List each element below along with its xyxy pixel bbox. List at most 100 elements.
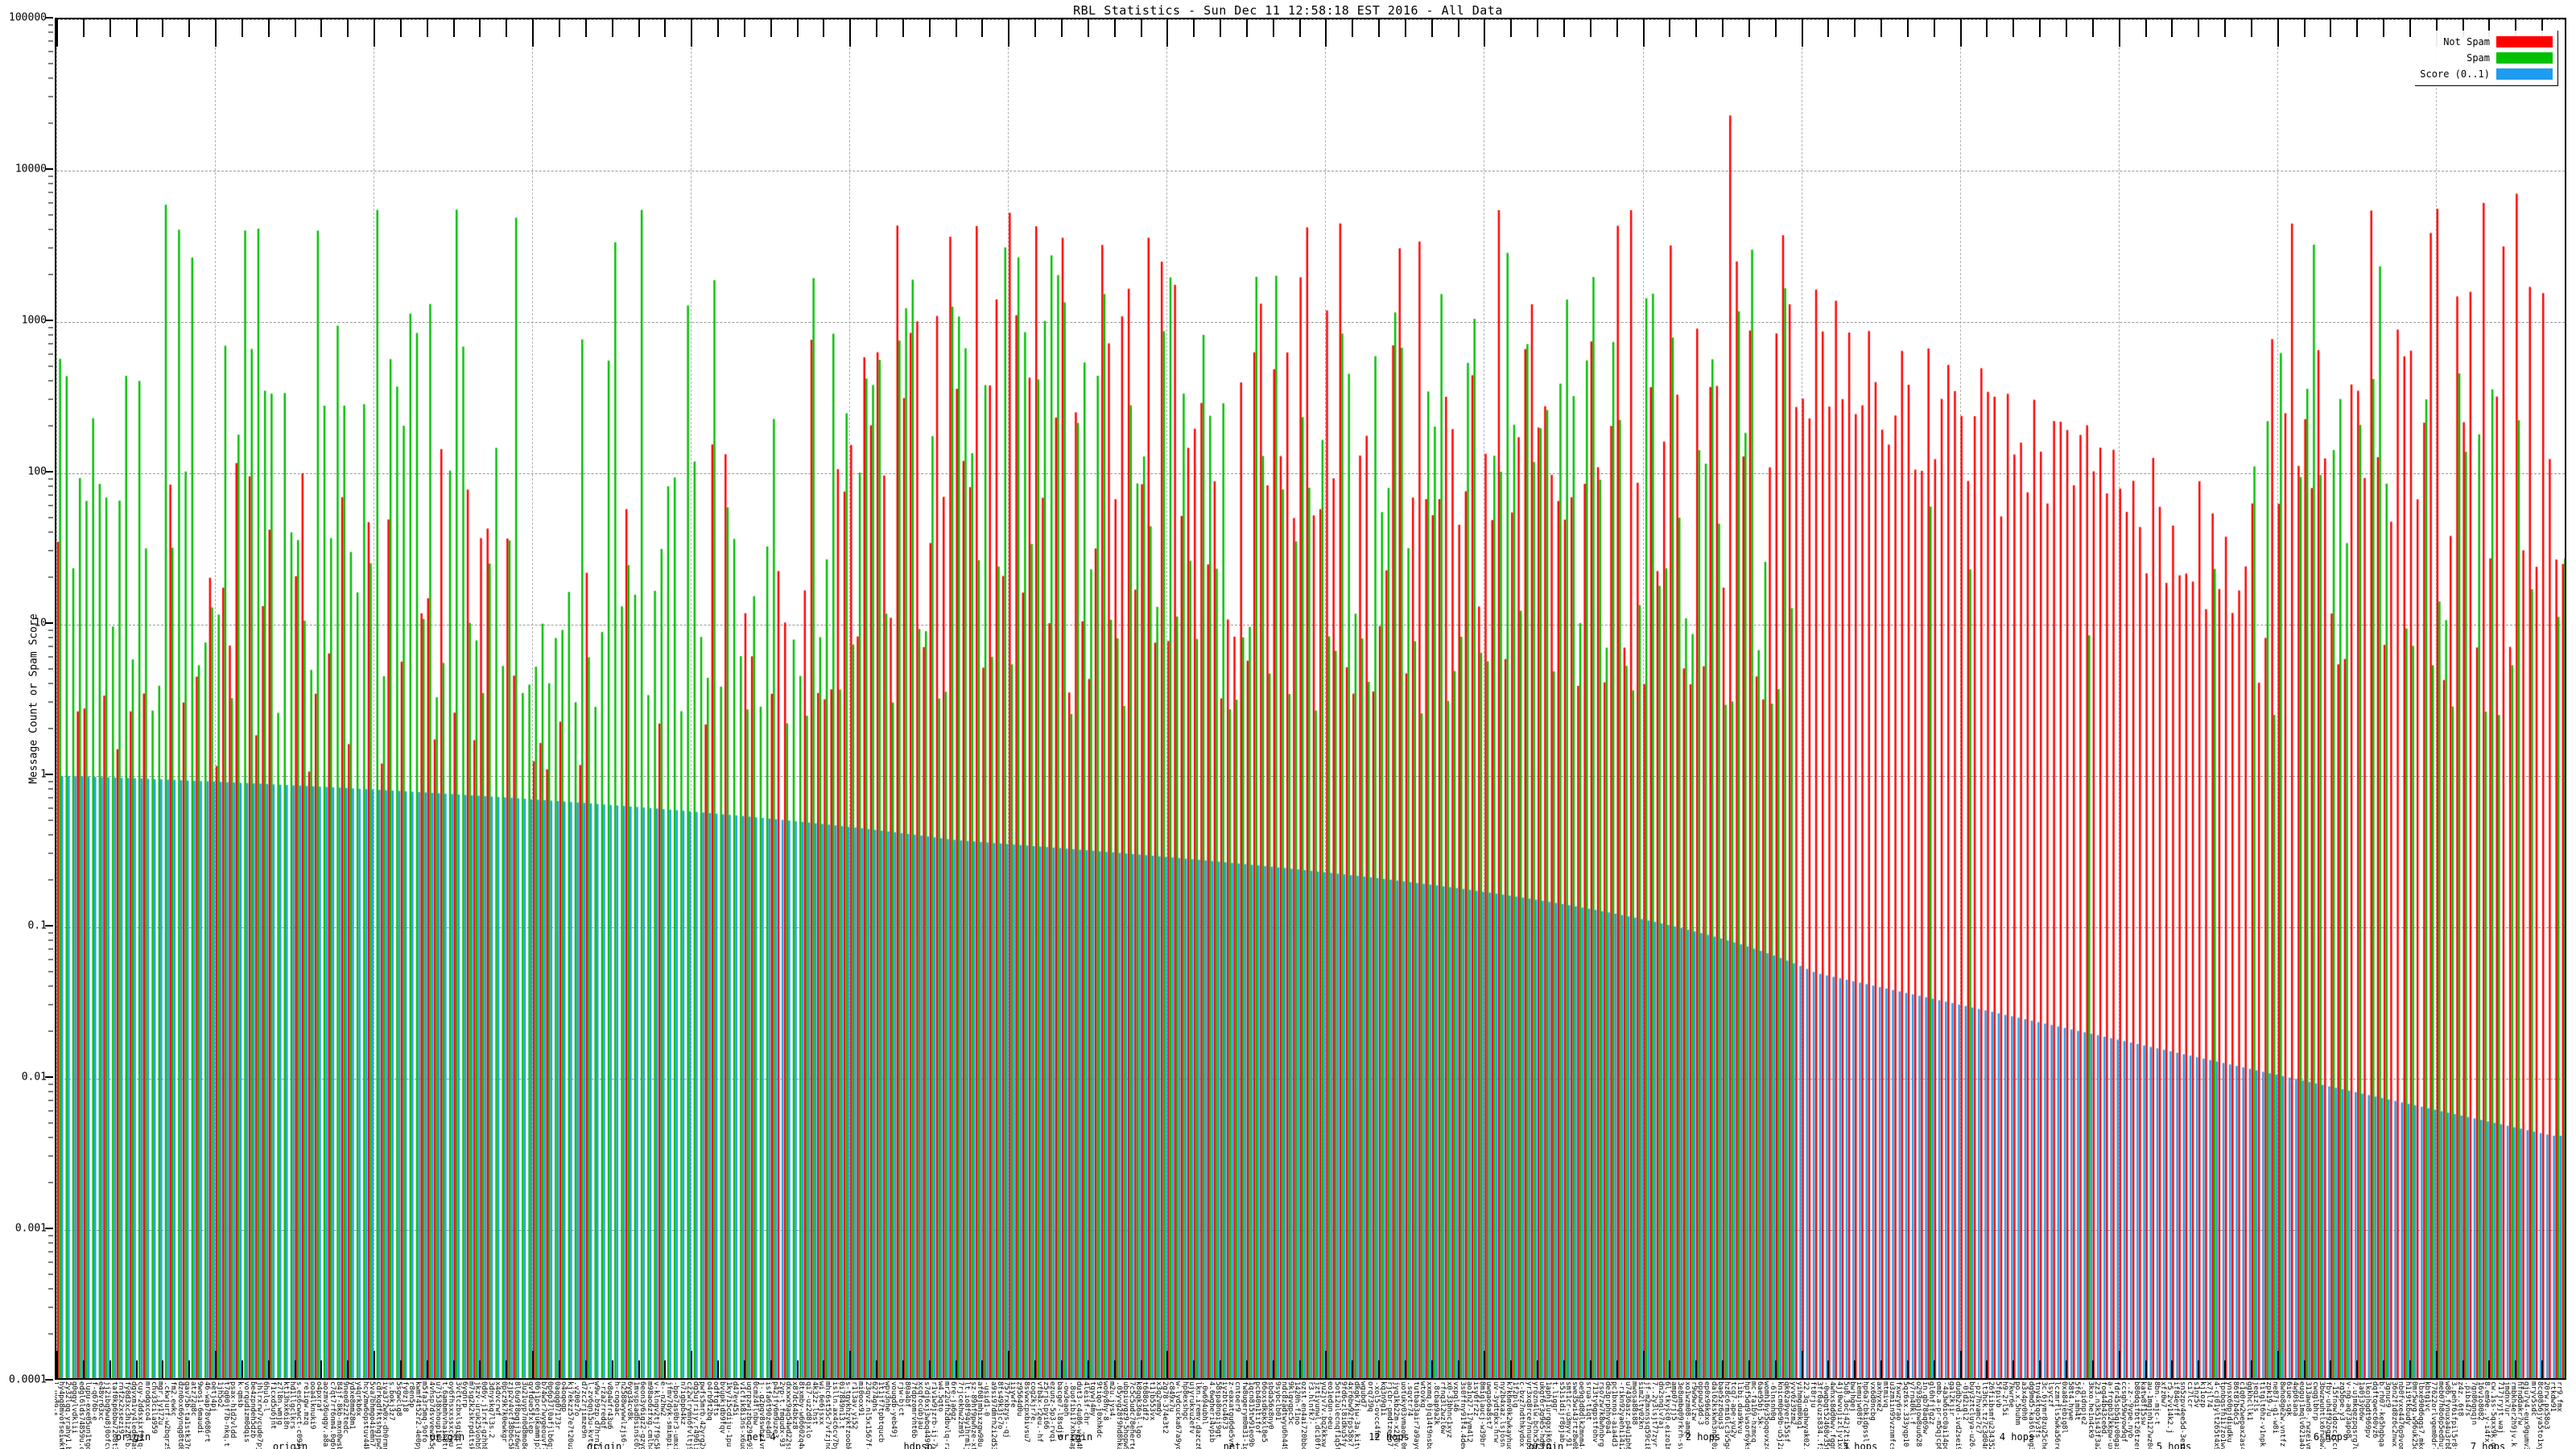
x-tick-top <box>2277 19 2279 47</box>
x-tick-label: x7jl74 <box>2205 1381 2214 1408</box>
y-axis-tick-labels: 100000 10000 1000 100 10 1 0.1 0.01 0.001 0.0001 <box>0 12 53 1386</box>
x-group-label: net <box>1223 1441 1241 1449</box>
x-tick-top <box>1748 19 1750 37</box>
y-tick-major <box>45 1076 53 1078</box>
x-group-label: origin <box>115 1431 151 1443</box>
y-tick-label: 0.0001 <box>9 1373 47 1386</box>
x-tick-label: oe9q3d8dlk2mnm4- <box>1577 1381 1586 1449</box>
x-tick-bottom <box>215 1351 217 1378</box>
y-tick-minor <box>48 31 53 33</box>
x-tick-bottom <box>1801 1351 1803 1378</box>
x-tick-top <box>215 19 217 47</box>
x-tick-label: 4whxs8dd0wv.fggnpea <box>1828 1381 1837 1449</box>
x-tick-bottom <box>823 1360 825 1378</box>
x-tick-bottom <box>2039 1360 2041 1378</box>
y-tick-minor <box>48 1242 53 1244</box>
y-tick-minor <box>48 494 53 496</box>
x-tick-top <box>2013 19 2015 37</box>
x-tick-top <box>188 19 191 37</box>
x-tick-top <box>109 19 111 37</box>
x-tick-bottom <box>532 1351 535 1378</box>
x-group-label: 3 hops <box>1842 1441 1878 1449</box>
x-tick-top <box>1986 19 1988 37</box>
y-tick-minor <box>48 365 53 367</box>
y-tick-minor <box>48 939 53 941</box>
y-tick-minor <box>48 40 53 42</box>
x-tick-bottom <box>452 1360 455 1378</box>
y-tick-minor <box>48 247 53 249</box>
legend-score: Score (0..1) <box>2420 66 2553 82</box>
x-tick-bottom <box>479 1360 481 1378</box>
x-tick-bottom <box>2383 1360 2385 1378</box>
axis-ticks-layer <box>56 19 2565 1378</box>
x-group-label: hdpsp <box>903 1441 933 1449</box>
x-tick-label: mhc6st55c7vfzjno <box>824 1381 832 1449</box>
x-tick-bottom <box>1272 1360 1274 1378</box>
x-tick-bottom <box>1774 1360 1777 1378</box>
x-tick-top <box>374 19 376 47</box>
x-tick-top <box>1325 19 1327 47</box>
y-tick-minor <box>48 701 53 703</box>
x-tick-top <box>506 19 508 37</box>
x-group-label: 12 hops <box>1368 1431 1410 1443</box>
x-group-label: origin <box>429 1431 465 1443</box>
y-tick-minor <box>48 380 53 382</box>
x-tick-top <box>2383 19 2385 37</box>
x-tick-top <box>1113 19 1116 37</box>
x-tick-top <box>1880 19 1883 37</box>
bars-layer <box>56 19 2565 1378</box>
y-tick-major <box>45 925 53 927</box>
x-tick-top <box>1034 19 1037 37</box>
x-tick-top <box>664 19 667 37</box>
x-tick-bottom <box>1087 1360 1089 1378</box>
x-tick-bottom <box>320 1360 323 1378</box>
x-tick-bottom <box>1510 1360 1513 1378</box>
x-tick-label: 9wos1-6maudi <box>196 1381 204 1435</box>
x-tick-bottom <box>2515 1360 2517 1378</box>
x-tick-top <box>1272 19 1274 37</box>
x-tick-bottom <box>294 1360 296 1378</box>
x-tick-top <box>452 19 455 37</box>
x-tick-top <box>1774 19 1777 37</box>
x-group-label: 2 hops <box>1685 1431 1721 1443</box>
x-tick-top <box>2039 19 2041 37</box>
y-tick-minor <box>48 122 53 124</box>
x-tick-top <box>1589 19 1591 37</box>
x-tick-top <box>1854 19 1856 37</box>
x-tick-top <box>559 19 560 37</box>
x-tick-bottom <box>1245 1360 1248 1378</box>
x-tick-top <box>1484 19 1486 47</box>
x-tick-bottom <box>2541 1360 2544 1378</box>
x-tick-top <box>1457 19 1459 37</box>
x-group-label: origin <box>272 1441 308 1449</box>
y-tick-major <box>45 17 53 19</box>
x-tick-bottom <box>267 1360 270 1378</box>
x-tick-top <box>928 19 931 37</box>
x-tick-top <box>2330 19 2332 37</box>
x-tick-label: ep0x96kdxo <box>1703 1381 1711 1426</box>
legend-swatch <box>2496 52 2553 64</box>
y-tick-minor <box>48 807 53 809</box>
x-tick-top <box>162 19 164 37</box>
x-tick-bottom <box>902 1360 904 1378</box>
y-tick-minor <box>48 646 53 647</box>
y-tick-minor <box>48 1235 53 1236</box>
x-tick-label: .0w694ubhl <box>1200 1381 1209 1426</box>
y-tick-label: 10000 <box>14 163 47 175</box>
x-tick-top <box>1245 19 1248 37</box>
x-tick-bottom <box>2145 1360 2147 1378</box>
x-tick-bottom <box>1325 1351 1327 1378</box>
x-tick-top <box>1008 19 1010 47</box>
x-tick-top <box>2250 19 2252 37</box>
y-tick-label: 10 <box>34 617 47 630</box>
x-tick-bottom <box>2409 1360 2411 1378</box>
y-tick-label: 1 <box>40 768 47 781</box>
x-tick-top <box>2541 19 2544 37</box>
x-tick-top <box>2224 19 2227 37</box>
x-tick-bottom <box>1933 1360 1935 1378</box>
y-tick-minor <box>48 668 53 670</box>
x-group-label: 7 hops <box>2470 1441 2506 1449</box>
x-group-label: net 4 <box>746 1431 776 1443</box>
x-tick-bottom <box>2118 1351 2120 1378</box>
x-tick-bottom <box>2330 1360 2332 1378</box>
